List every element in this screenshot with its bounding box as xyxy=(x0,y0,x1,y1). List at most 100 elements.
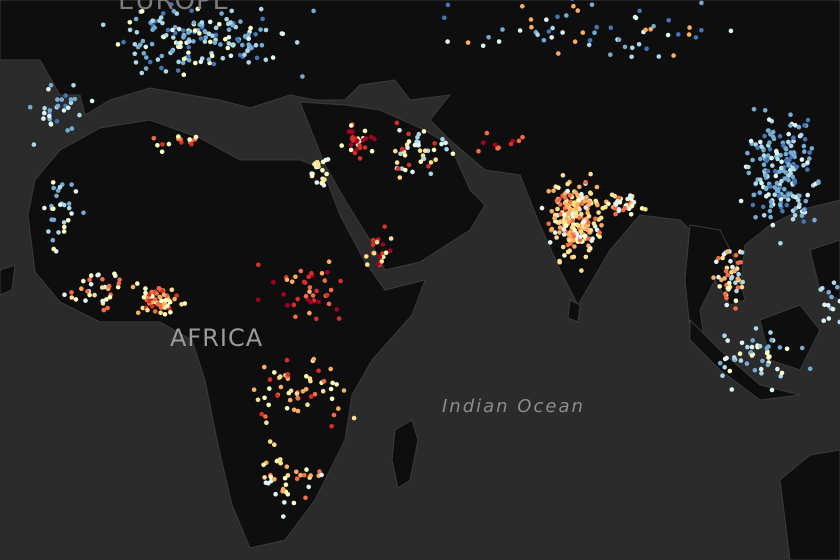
data-point[interactable] xyxy=(263,27,269,33)
data-point[interactable] xyxy=(278,384,284,390)
data-point[interactable] xyxy=(761,162,767,167)
data-point[interactable] xyxy=(266,402,272,408)
data-point[interactable] xyxy=(772,185,778,190)
data-point[interactable] xyxy=(302,280,308,285)
data-point[interactable] xyxy=(776,193,782,199)
data-point[interactable] xyxy=(476,148,481,154)
data-point[interactable] xyxy=(572,39,578,44)
data-point[interactable] xyxy=(444,146,449,152)
data-point[interactable] xyxy=(599,223,604,228)
data-point[interactable] xyxy=(403,167,408,173)
data-point[interactable] xyxy=(285,371,291,377)
data-point[interactable] xyxy=(211,61,217,67)
data-point[interactable] xyxy=(382,224,388,229)
data-point[interactable] xyxy=(186,50,191,56)
data-point[interactable] xyxy=(579,191,584,197)
data-point[interactable] xyxy=(245,48,250,53)
data-point[interactable] xyxy=(99,285,105,290)
data-point[interactable] xyxy=(421,129,427,134)
data-point[interactable] xyxy=(575,202,580,207)
data-point[interactable] xyxy=(762,173,768,178)
data-point[interactable] xyxy=(714,259,719,265)
data-point[interactable] xyxy=(799,157,805,162)
data-point[interactable] xyxy=(549,226,555,232)
data-point[interactable] xyxy=(251,387,257,393)
data-point[interactable] xyxy=(143,286,148,291)
data-point[interactable] xyxy=(433,157,439,162)
data-point[interactable] xyxy=(764,346,770,351)
data-point[interactable] xyxy=(320,159,326,165)
data-point[interactable] xyxy=(316,368,321,374)
data-point[interactable] xyxy=(687,25,692,30)
data-point[interactable] xyxy=(556,51,561,56)
data-point[interactable] xyxy=(150,304,155,309)
data-point[interactable] xyxy=(767,208,773,214)
data-point[interactable] xyxy=(284,464,290,470)
data-point[interactable] xyxy=(51,246,56,252)
data-point[interactable] xyxy=(47,108,53,113)
data-point[interactable] xyxy=(388,248,393,253)
data-point[interactable] xyxy=(799,213,805,219)
data-point[interactable] xyxy=(291,302,297,308)
data-point[interactable] xyxy=(394,160,400,165)
data-point[interactable] xyxy=(79,286,84,292)
data-point[interactable] xyxy=(294,40,300,45)
data-point[interactable] xyxy=(259,411,265,417)
data-point[interactable] xyxy=(48,121,54,126)
data-point[interactable] xyxy=(191,39,196,44)
data-point[interactable] xyxy=(760,204,766,210)
data-point[interactable] xyxy=(223,36,228,42)
data-point[interactable] xyxy=(801,207,806,213)
data-point[interactable] xyxy=(226,35,232,40)
data-point[interactable] xyxy=(805,167,810,172)
data-point[interactable] xyxy=(240,42,245,48)
data-point[interactable] xyxy=(558,202,563,207)
data-point[interactable] xyxy=(571,233,577,239)
data-point[interactable] xyxy=(753,181,759,186)
data-point[interactable] xyxy=(699,0,704,6)
data-point[interactable] xyxy=(554,198,560,204)
data-point[interactable] xyxy=(745,344,750,350)
data-point[interactable] xyxy=(555,14,560,20)
data-point[interactable] xyxy=(140,305,146,311)
data-point[interactable] xyxy=(104,297,109,302)
data-point[interactable] xyxy=(49,217,54,222)
data-point[interactable] xyxy=(736,271,741,277)
data-point[interactable] xyxy=(181,56,187,62)
data-point[interactable] xyxy=(163,298,168,303)
data-point[interactable] xyxy=(56,230,61,235)
data-point[interactable] xyxy=(255,262,261,268)
data-point[interactable] xyxy=(348,142,354,147)
data-point[interactable] xyxy=(727,280,732,286)
data-point[interactable] xyxy=(486,35,491,40)
data-point[interactable] xyxy=(213,32,219,38)
data-point[interactable] xyxy=(442,15,447,21)
data-point[interactable] xyxy=(270,55,276,60)
data-point[interactable] xyxy=(169,48,175,54)
data-point[interactable] xyxy=(765,168,771,174)
data-point[interactable] xyxy=(735,276,740,282)
data-point[interactable] xyxy=(758,139,763,145)
data-point[interactable] xyxy=(560,244,566,250)
data-point[interactable] xyxy=(267,439,273,444)
data-point[interactable] xyxy=(308,473,314,478)
data-point[interactable] xyxy=(591,221,597,226)
data-point[interactable] xyxy=(750,338,755,343)
data-point[interactable] xyxy=(792,213,798,218)
data-point[interactable] xyxy=(445,2,451,8)
data-point[interactable] xyxy=(89,98,95,104)
data-point[interactable] xyxy=(777,345,783,350)
data-point[interactable] xyxy=(786,173,791,178)
data-point[interactable] xyxy=(101,307,107,313)
data-point[interactable] xyxy=(235,36,240,42)
data-point[interactable] xyxy=(368,134,374,140)
data-point[interactable] xyxy=(797,202,802,207)
data-point[interactable] xyxy=(51,206,56,212)
data-point[interactable] xyxy=(739,284,745,290)
data-point[interactable] xyxy=(348,147,354,153)
data-point[interactable] xyxy=(316,299,322,305)
data-point[interactable] xyxy=(711,275,716,280)
data-point[interactable] xyxy=(586,220,591,225)
data-point[interactable] xyxy=(724,295,729,301)
data-point[interactable] xyxy=(311,356,317,362)
